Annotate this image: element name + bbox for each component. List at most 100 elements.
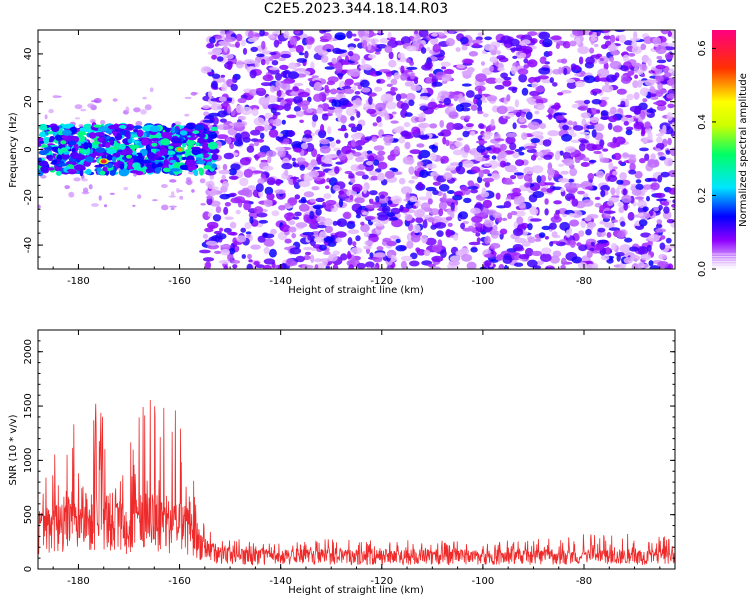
- heatmap-cell: [532, 95, 542, 100]
- heatmap-cell: [314, 264, 319, 269]
- heatmap-cell: [515, 111, 521, 118]
- heatmap-cell: [623, 202, 628, 211]
- heatmap-cell: [382, 237, 392, 243]
- heatmap-cell: [609, 106, 617, 115]
- heatmap-cell: [589, 116, 600, 124]
- heatmap-cell: [468, 241, 481, 246]
- heatmap-cell: [540, 175, 547, 183]
- heatmap-cell: [453, 91, 461, 95]
- heatmap-cell: [319, 145, 331, 154]
- heatmap-cell: [430, 171, 439, 177]
- heatmap-cell: [544, 208, 549, 216]
- y-tick-label: 2000: [23, 339, 34, 364]
- heatmap-cell: [250, 138, 259, 142]
- heatmap-cell: [221, 83, 228, 92]
- heatmap-cell: [361, 58, 366, 66]
- heatmap-cell: [455, 104, 465, 112]
- heatmap-cell: [289, 36, 296, 46]
- heatmap-cell: [288, 47, 297, 53]
- heatmap-cell: [291, 157, 296, 162]
- heatmap-cell: [563, 67, 568, 76]
- heatmap-cell: [491, 147, 502, 154]
- heatmap-cell: [94, 132, 105, 137]
- heatmap-cell: [512, 122, 517, 130]
- heatmap-cell: [447, 190, 455, 194]
- heatmap-cell: [620, 116, 629, 122]
- heatmap-cell: [518, 202, 526, 209]
- heatmap-cell: [539, 123, 546, 129]
- heatmap-cell: [350, 133, 362, 140]
- heatmap-cell: [427, 198, 433, 205]
- heatmap-cell: [440, 155, 450, 164]
- heatmap-cell: [354, 197, 365, 204]
- heatmap-cell: [98, 143, 103, 148]
- snr-series-line: [38, 399, 675, 567]
- heatmap-x-axis: -180 -160 -140 -120 -100 -80: [52, 30, 661, 287]
- heatmap-cell: [460, 185, 469, 192]
- heatmap-cell: [536, 175, 542, 184]
- heatmap-cell: [240, 39, 246, 47]
- heatmap-cell: [259, 132, 265, 139]
- heatmap-cell: [453, 234, 459, 241]
- heatmap-cell: [333, 106, 343, 115]
- heatmap-cell: [660, 235, 666, 240]
- heatmap-cell: [465, 90, 475, 98]
- heatmap-cell: [170, 168, 181, 172]
- heatmap-cell: [410, 72, 415, 80]
- heatmap-cell: [405, 202, 414, 209]
- snr-plot-area: [38, 330, 675, 569]
- heatmap-cell: [403, 121, 411, 128]
- heatmap-cell: [456, 64, 466, 69]
- snr-y-axis: 0 500 1000 1500 2000: [23, 339, 675, 572]
- heatmap-cell: [503, 181, 515, 185]
- heatmap-cell: [270, 107, 277, 114]
- heatmap-cell: [594, 123, 605, 132]
- heatmap-cell: [176, 147, 183, 152]
- heatmap-cell: [109, 192, 115, 195]
- heatmap-cell: [609, 60, 622, 70]
- heatmap-cell: [640, 73, 646, 78]
- heatmap-cell: [555, 115, 565, 121]
- heatmap-cell: [376, 44, 388, 49]
- heatmap-cell: [441, 91, 451, 96]
- heatmap-cell: [501, 217, 508, 221]
- heatmap-cell: [483, 131, 493, 137]
- heatmap-cell: [438, 201, 447, 211]
- heatmap-cell: [666, 93, 675, 99]
- heatmap-cell: [351, 183, 363, 192]
- heatmap-cell: [505, 136, 516, 145]
- heatmap-cell: [514, 210, 526, 217]
- heatmap-cell: [541, 225, 551, 231]
- heatmap-cell: [76, 131, 86, 136]
- heatmap-cell: [591, 88, 602, 94]
- heatmap-cell: [518, 73, 528, 83]
- heatmap-cell: [640, 253, 652, 261]
- heatmap-cell: [632, 80, 639, 89]
- heatmap-cell: [83, 142, 89, 150]
- heatmap-cell: [476, 145, 486, 153]
- heatmap-cell: [230, 83, 238, 92]
- heatmap-cell: [527, 236, 536, 244]
- heatmap-cell: [365, 204, 376, 209]
- heatmap-cell: [313, 166, 320, 170]
- heatmap-cell: [563, 158, 575, 167]
- heatmap-cell: [314, 258, 323, 263]
- heatmap-cell: [591, 129, 597, 138]
- heatmap-cell: [579, 139, 589, 144]
- heatmap-cell: [288, 130, 294, 138]
- heatmap-cell: [390, 120, 399, 124]
- heatmap-cell: [667, 263, 674, 269]
- heatmap-cell: [415, 217, 424, 224]
- heatmap-cell: [422, 219, 428, 229]
- heatmap-cell: [355, 156, 365, 163]
- heatmap-cell: [355, 235, 361, 242]
- heatmap-cell: [206, 42, 215, 49]
- heatmap-cell: [352, 151, 362, 157]
- heatmap-cell: [304, 251, 312, 256]
- heatmap-cell: [665, 237, 672, 244]
- heatmap-cell: [257, 151, 267, 158]
- heatmap-cell: [574, 100, 586, 104]
- heatmap-cell: [296, 157, 306, 163]
- heatmap-cell: [223, 227, 232, 233]
- heatmap-cell: [338, 74, 343, 80]
